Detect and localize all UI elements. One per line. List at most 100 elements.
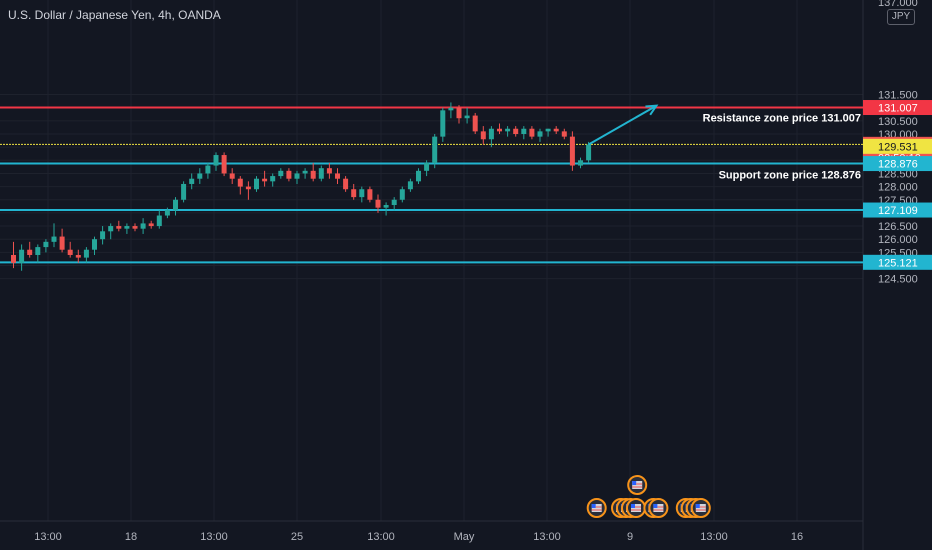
candle-body xyxy=(326,168,332,174)
candle-body xyxy=(440,110,446,137)
candle-body xyxy=(262,178,268,182)
x-tick-label: 9 xyxy=(627,531,633,543)
candle-body xyxy=(245,186,251,190)
candle-body xyxy=(561,131,567,137)
candle-body xyxy=(270,176,276,182)
flag-icon-canton xyxy=(591,504,596,508)
candle-body xyxy=(521,128,527,134)
resistance-price-label: 131.007 xyxy=(878,103,918,115)
candle-body xyxy=(181,183,187,200)
candle-body xyxy=(407,181,413,190)
currency-badge[interactable]: JPY xyxy=(887,9,915,25)
candle-body xyxy=(351,189,357,198)
x-tick-label: 13:00 xyxy=(200,531,228,543)
candle-body xyxy=(294,173,300,179)
flag-icon-field xyxy=(632,481,643,489)
candle-body xyxy=(399,189,405,200)
candle-body xyxy=(545,128,551,132)
candle-body xyxy=(529,128,535,137)
candle-body xyxy=(343,178,349,190)
candle-body xyxy=(578,160,583,166)
projection-arrow-head xyxy=(645,104,659,116)
candle-body xyxy=(221,155,227,174)
resistance-annotation: Resistance zone price 131.007 xyxy=(703,113,861,125)
support-3-price-box xyxy=(863,254,932,270)
candle-body xyxy=(513,128,519,134)
candle-body xyxy=(229,173,235,179)
candle-body xyxy=(132,226,138,229)
candle-body xyxy=(164,210,170,216)
candle-body xyxy=(189,178,195,184)
candle-body xyxy=(432,136,438,163)
candle-body xyxy=(148,223,154,227)
candle-body xyxy=(335,173,340,179)
candle-body xyxy=(456,107,462,119)
candle-body xyxy=(173,199,178,211)
x-tick-label: 13:00 xyxy=(533,531,561,543)
candle-body xyxy=(140,223,146,229)
support-3-price-label: 125.121 xyxy=(878,257,918,269)
candle-body xyxy=(488,128,494,140)
candle-body xyxy=(448,107,454,111)
flag-icon-canton xyxy=(653,504,658,508)
candle-body xyxy=(254,178,259,190)
y-tick-label: 137.000 xyxy=(878,0,918,9)
support-1-annotation: Support zone price 128.876 xyxy=(719,170,861,182)
candle-body xyxy=(424,162,430,171)
y-tick-label: 126.000 xyxy=(878,234,918,246)
flag-icon-canton xyxy=(631,504,635,508)
candle-body xyxy=(213,155,219,166)
candle-body xyxy=(19,249,25,263)
y-tick-label: 131.500 xyxy=(878,90,918,102)
symbol-title[interactable]: U.S. Dollar / Japanese Yen, 4h, OANDA xyxy=(8,8,221,22)
candle-body xyxy=(11,254,16,263)
candle-body xyxy=(464,115,470,119)
candle-body xyxy=(367,189,373,200)
candle-body xyxy=(27,249,33,255)
candle-body xyxy=(67,249,73,255)
candle-body xyxy=(553,128,559,132)
flag-icon-field xyxy=(695,504,706,512)
flag-icon-field xyxy=(653,504,664,512)
y-tick-label: 124.500 xyxy=(878,274,918,286)
candle-body xyxy=(83,249,89,258)
x-tick-label: 13:00 xyxy=(700,531,728,543)
projection-arrow-line xyxy=(588,104,657,146)
candle-body xyxy=(124,226,130,229)
candle-body xyxy=(116,226,122,229)
candle-body xyxy=(472,115,478,132)
candle-body xyxy=(92,239,97,250)
candle-body xyxy=(205,165,211,174)
candle-body xyxy=(286,170,292,179)
flag-icon-field xyxy=(631,504,641,512)
y-tick-label: 128.000 xyxy=(878,182,918,194)
candle-body xyxy=(108,226,114,232)
x-tick-label: 25 xyxy=(291,531,303,543)
candle-body xyxy=(197,173,203,179)
candle-body xyxy=(51,236,57,242)
candle-body xyxy=(569,136,575,166)
flag-icon-canton xyxy=(632,481,637,485)
candle-body xyxy=(416,170,421,182)
candle-body xyxy=(156,215,162,227)
support-1-price-label: 128.876 xyxy=(878,159,918,171)
x-tick-label: 18 xyxy=(125,531,137,543)
candle-body xyxy=(505,128,511,132)
candle-body xyxy=(100,231,106,240)
candle-body xyxy=(75,254,81,258)
support-1-price-box xyxy=(863,156,932,172)
marker-price-label: 129.531 xyxy=(878,141,918,153)
candle-body xyxy=(318,168,324,179)
marker-price-box xyxy=(863,138,932,154)
x-tick-label: 13:00 xyxy=(34,531,62,543)
candle-body xyxy=(391,199,397,206)
candle-body xyxy=(302,170,308,174)
candle-body xyxy=(310,170,316,179)
candle-body xyxy=(237,178,243,187)
x-tick-label: May xyxy=(454,531,475,543)
y-tick-label: 126.500 xyxy=(878,221,918,233)
x-tick-label: 16 xyxy=(791,531,803,543)
candle-body xyxy=(375,199,381,208)
flag-icon-field xyxy=(591,504,602,512)
